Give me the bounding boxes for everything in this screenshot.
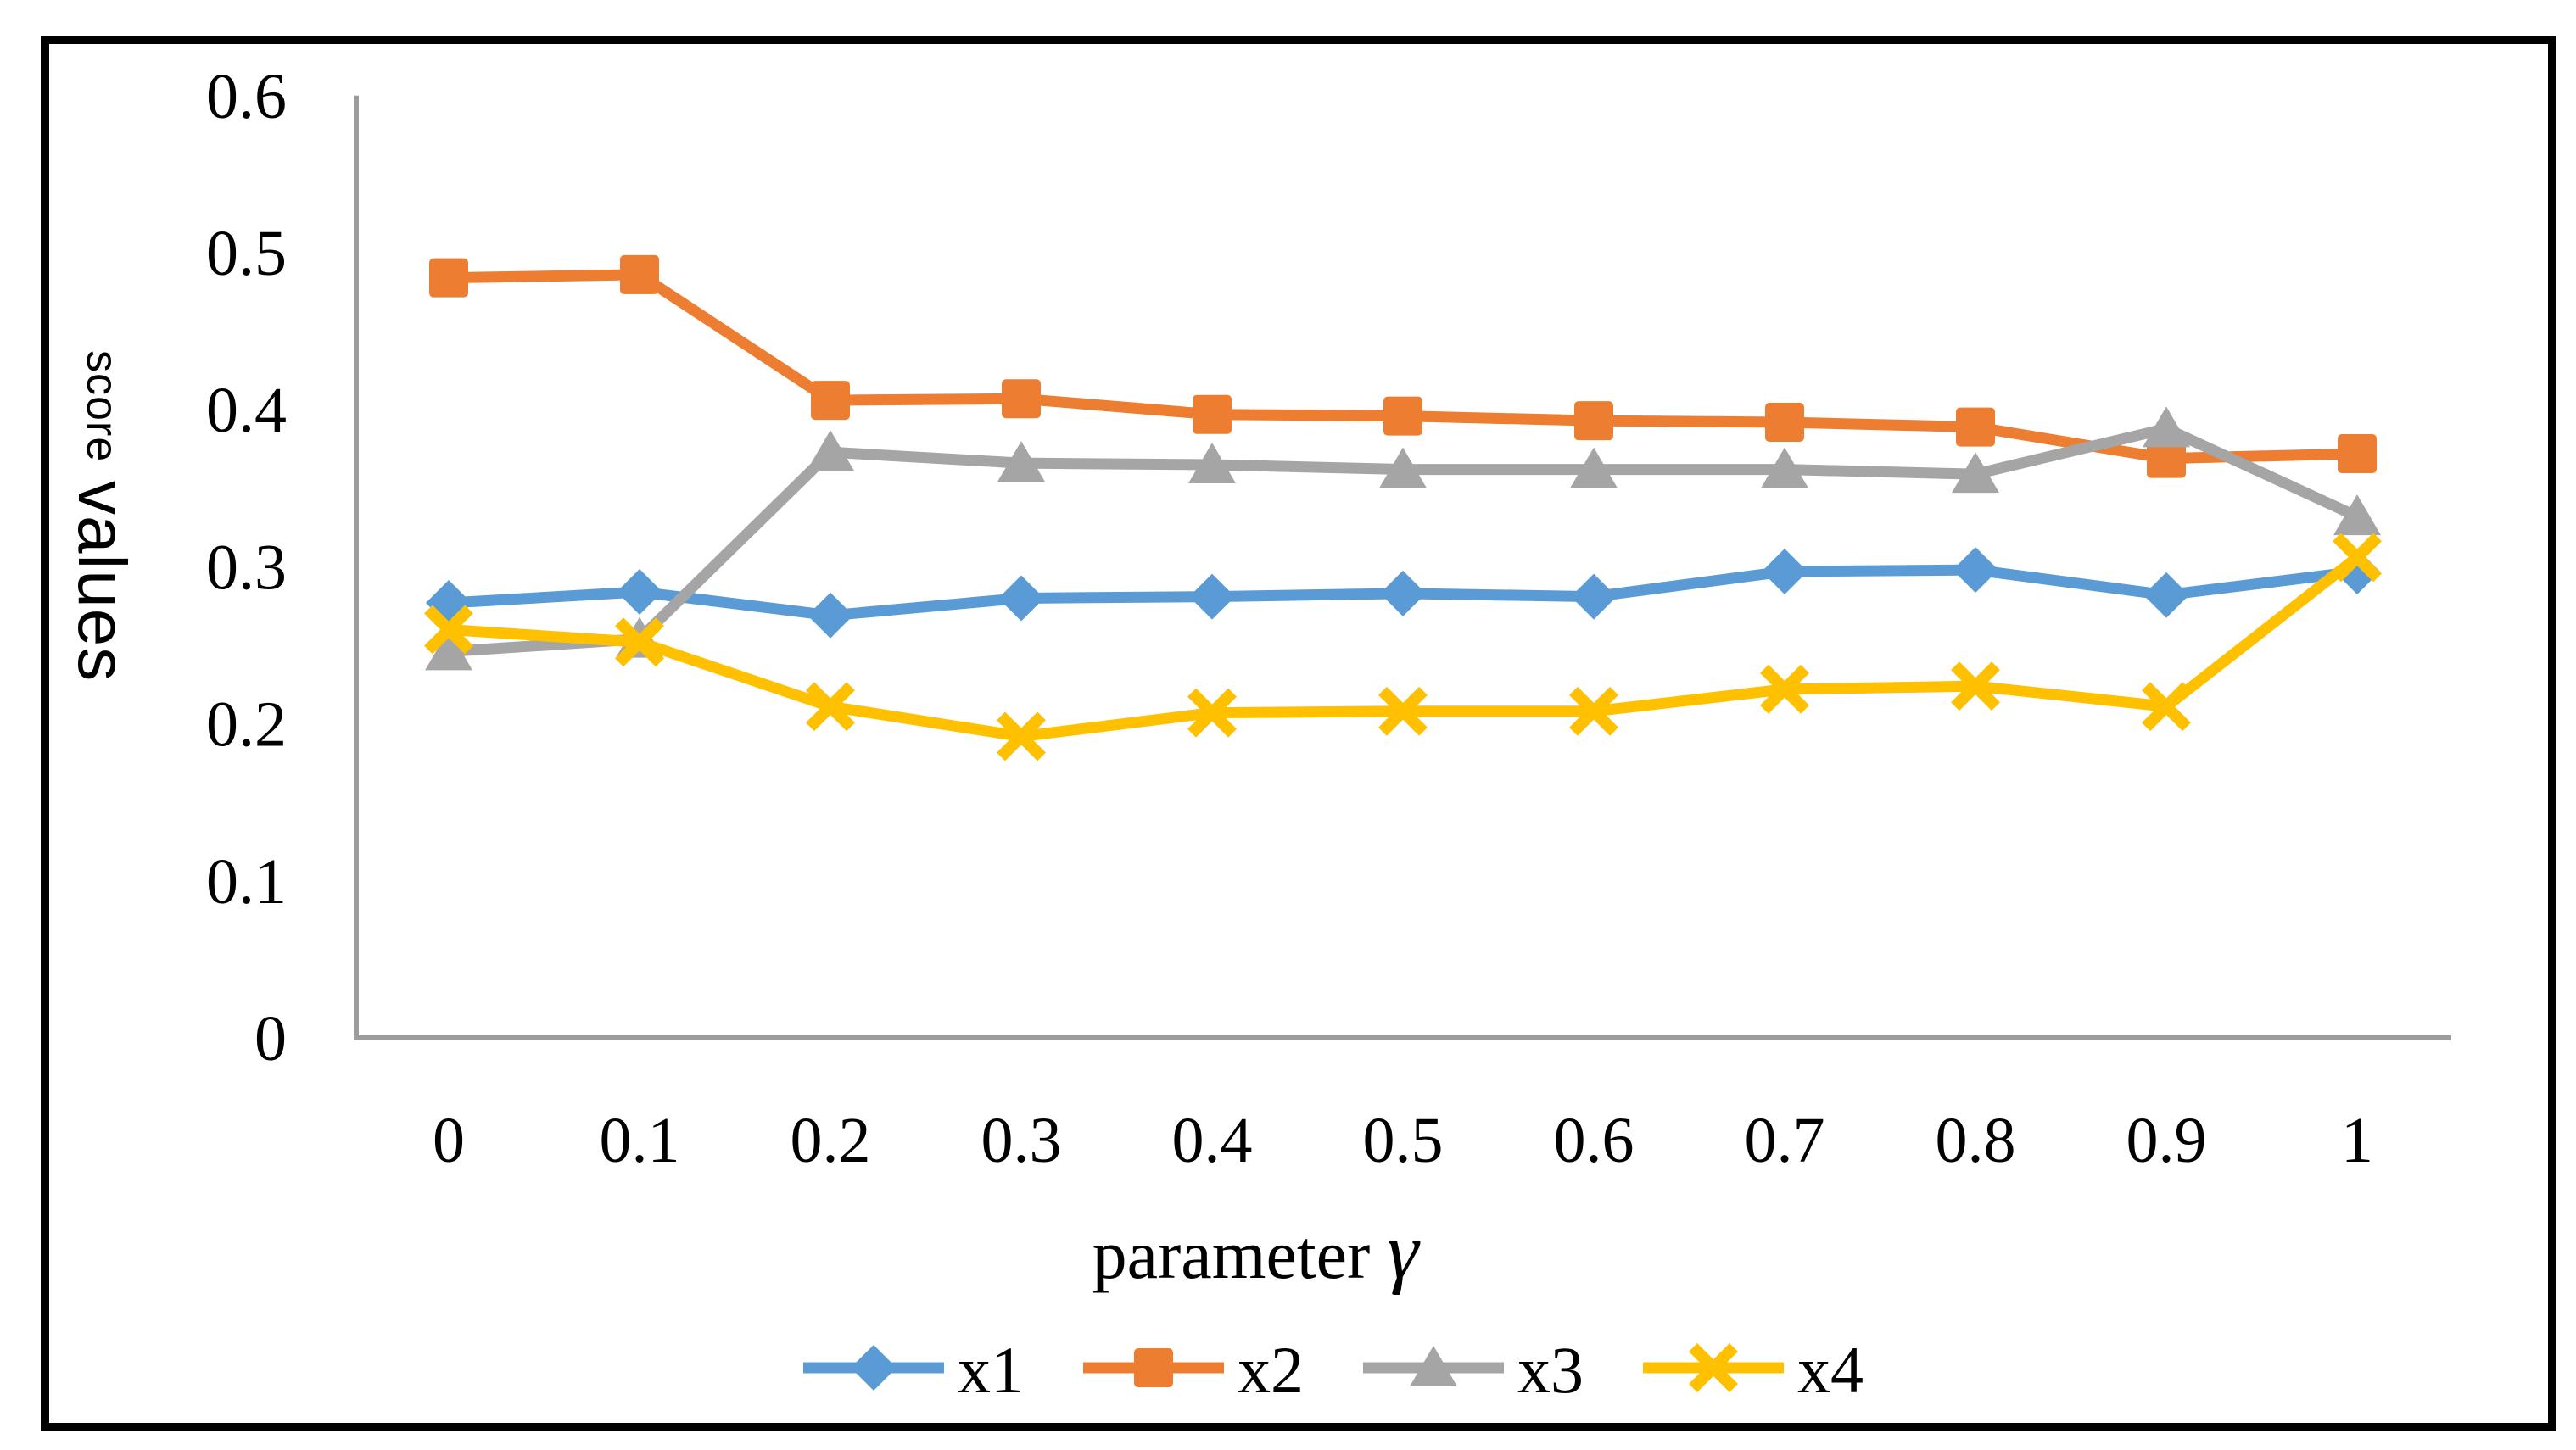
series-x1-marker — [998, 575, 1044, 622]
series-x3-marker — [1570, 447, 1618, 488]
y-axis-title-small: score — [77, 350, 126, 463]
chart-border — [41, 36, 2556, 1431]
series-x3-marker — [1379, 447, 1427, 488]
series-x3-marker — [425, 629, 472, 671]
series-x1-marker — [1953, 547, 1998, 594]
series-x4-marker — [2142, 682, 2191, 732]
y-tick-label: 0.1 — [206, 846, 287, 917]
series-x4-marker — [997, 711, 1046, 761]
legend-label-x4: x4 — [1797, 1333, 1864, 1407]
x-tick-label: 0.4 — [1172, 1105, 1253, 1176]
series-x2-marker — [1956, 407, 1995, 447]
series-x2-marker — [1002, 379, 1041, 419]
x-tick-label: 0.8 — [1936, 1105, 2016, 1176]
series-x4-marker — [1378, 686, 1428, 736]
series-x4-marker — [1569, 686, 1618, 736]
series-x3-marker — [2333, 494, 2381, 536]
series-x1-marker — [2143, 572, 2189, 618]
x-tick-label: 0.6 — [1554, 1105, 1634, 1176]
series-x1-marker — [1189, 573, 1235, 620]
gamma-symbol: γ — [1387, 1207, 1419, 1296]
series-x4-marker — [1187, 688, 1237, 738]
series-x1-marker — [617, 569, 662, 616]
series-x4-marker — [806, 682, 855, 732]
legend-marker-x2 — [1134, 1348, 1173, 1387]
x-axis-title-word: parameter — [1092, 1216, 1371, 1293]
series-x1-marker — [807, 592, 853, 639]
x-tick-label: 0.1 — [600, 1105, 680, 1176]
x-axis-title: parameter γ — [1092, 1206, 1419, 1297]
series-x3-marker — [1952, 452, 1999, 494]
series-x2-marker — [1765, 403, 1804, 443]
series-x3-marker — [1188, 443, 1236, 484]
y-tick-label: 0.4 — [206, 375, 287, 446]
y-tick-label: 0.3 — [206, 532, 287, 603]
x-tick-label: 0.5 — [1363, 1105, 1444, 1176]
series-x3-marker — [2143, 406, 2190, 448]
x-tick-label: 1 — [2341, 1105, 2373, 1176]
series-x3-marker — [997, 441, 1045, 482]
y-axis-title: score values — [19, 350, 140, 682]
y-tick-label: 0.6 — [206, 61, 287, 132]
legend-marker-x3 — [1410, 1346, 1457, 1386]
series-x4-marker — [1951, 661, 2000, 711]
series-x4-marker — [424, 605, 473, 655]
series-x4-marker — [1760, 664, 1809, 714]
series-x2-marker — [620, 254, 659, 294]
legend-marker-x1 — [851, 1345, 897, 1391]
x-tick-label: 0 — [433, 1105, 465, 1176]
y-tick-label: 0.2 — [206, 689, 287, 761]
legend-label-x3: x3 — [1517, 1333, 1584, 1407]
series-x4-marker — [2333, 533, 2382, 583]
x-tick-label: 0.7 — [1745, 1105, 1825, 1176]
series-x1-marker — [1762, 548, 1808, 594]
series-x2-marker — [1574, 401, 1613, 441]
x-tick-label: 0.9 — [2126, 1105, 2207, 1176]
y-tick-label: 0 — [254, 1003, 287, 1074]
series-x3-marker — [1761, 447, 1808, 488]
series-x2-marker — [2338, 434, 2377, 474]
x-tick-label: 0.3 — [981, 1105, 1062, 1176]
y-tick-label: 0.5 — [206, 218, 287, 289]
legend-label-x2: x2 — [1238, 1333, 1304, 1407]
series-x2-marker — [1193, 394, 1232, 434]
series-x3-marker — [807, 430, 854, 471]
legend-label-x1: x1 — [958, 1333, 1024, 1407]
y-axis-title-large: values — [64, 480, 140, 682]
series-x2-marker — [2147, 438, 2186, 478]
series-x2-marker — [429, 258, 468, 298]
series-x2-marker — [811, 381, 850, 421]
axis-lines — [354, 95, 2451, 1040]
series-x1-marker — [1571, 573, 1617, 620]
series-x1-marker — [1380, 570, 1426, 616]
x-tick-label: 0.2 — [791, 1105, 871, 1176]
series-x2-marker — [1383, 396, 1422, 436]
legend-marker-x4 — [1689, 1343, 1738, 1392]
series-x4-marker — [615, 617, 664, 667]
